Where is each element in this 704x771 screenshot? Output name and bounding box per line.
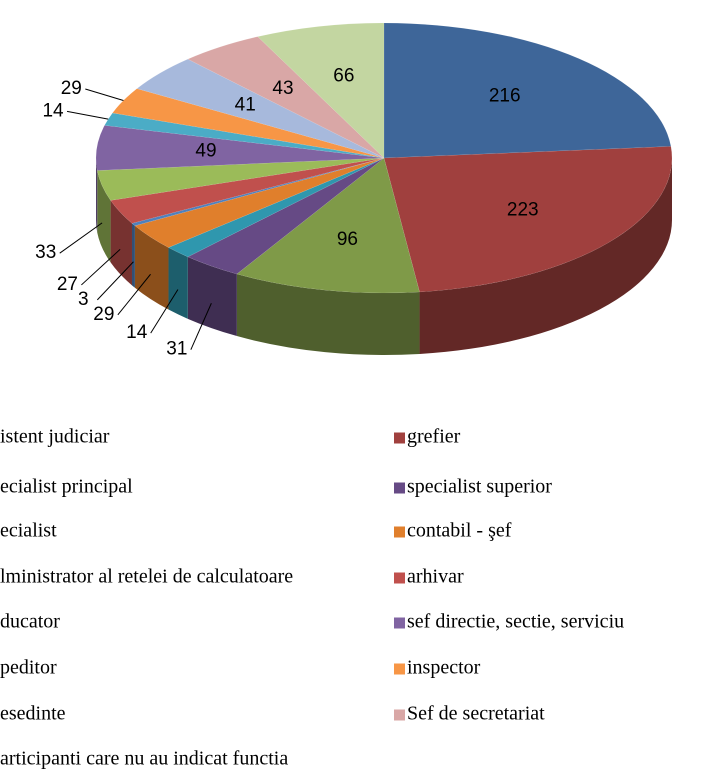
legend-swatch [394, 663, 405, 675]
value-label: 14 [42, 100, 64, 121]
legend-swatch [394, 482, 405, 494]
value-label: 31 [166, 339, 187, 360]
slice [167, 157, 385, 258]
pie-sides [96, 158, 672, 355]
slice [383, 22, 672, 159]
leader-line [66, 110, 109, 120]
value-label: 29 [93, 304, 114, 325]
slice [131, 157, 385, 227]
slice-side [97, 170, 111, 263]
slice [236, 157, 420, 294]
slice-side [187, 256, 237, 337]
legend-swatch [394, 617, 405, 629]
slice [257, 22, 385, 159]
leader-line [190, 303, 212, 350]
legend-label: articipanti care nu au indicat functia [0, 748, 288, 770]
legend-label: contabil - şef [407, 520, 512, 542]
value-label: 14 [126, 322, 148, 343]
legend-label: ecialist principal [0, 476, 133, 498]
leader-line [81, 248, 121, 286]
legend-label: ducator [0, 611, 60, 633]
value-label: 43 [272, 78, 293, 99]
slice-side [110, 200, 132, 286]
value-label: 3 [78, 289, 89, 310]
legend-label: lministrator al retelei de calculatoare [0, 566, 293, 588]
value-label: 49 [195, 141, 216, 162]
value-label: 96 [337, 229, 358, 250]
legend-swatch [394, 526, 405, 538]
legend-label: ecialist [0, 520, 57, 542]
legend-label: sef directie, sectie, serviciu [407, 611, 624, 633]
legend-label: arhivar [407, 566, 464, 588]
slice [383, 146, 673, 293]
value-label: 216 [489, 85, 521, 106]
legend-label: inspector [407, 657, 481, 679]
slice-side [419, 158, 672, 354]
legend-swatch [394, 572, 405, 584]
leader-line [117, 273, 151, 316]
value-label: 33 [35, 242, 56, 263]
legend-label: specialist superior [407, 476, 552, 498]
slice-side [168, 247, 188, 319]
legend-label: peditor [0, 657, 57, 679]
legend-label: istent judiciar [0, 426, 110, 448]
slice [187, 36, 385, 159]
slice [110, 157, 385, 224]
leader-line [59, 222, 103, 254]
legend-label: esedinte [0, 703, 66, 725]
slice [136, 58, 385, 159]
value-label: 41 [235, 94, 256, 115]
slice [104, 112, 385, 159]
slice-side [96, 158, 98, 233]
slice [95, 125, 385, 171]
value-label: 27 [57, 274, 78, 295]
legend-label: grefier [407, 426, 461, 448]
slice-side [236, 274, 420, 355]
slice-side [131, 223, 135, 288]
pie-tops [95, 22, 673, 294]
slice [187, 157, 385, 275]
value-label: 29 [61, 78, 82, 99]
slice-side [134, 225, 169, 310]
leader-line [96, 261, 134, 301]
legend-swatch [394, 709, 405, 721]
slice [112, 88, 385, 159]
value-label: 223 [507, 200, 539, 221]
leader-line [85, 88, 124, 101]
slice [96, 157, 385, 201]
legend-label: Sef de secretariat [407, 703, 545, 725]
legend-swatch [394, 432, 405, 444]
slice [134, 157, 385, 248]
leader-line [150, 289, 179, 334]
value-label: 66 [333, 65, 354, 86]
